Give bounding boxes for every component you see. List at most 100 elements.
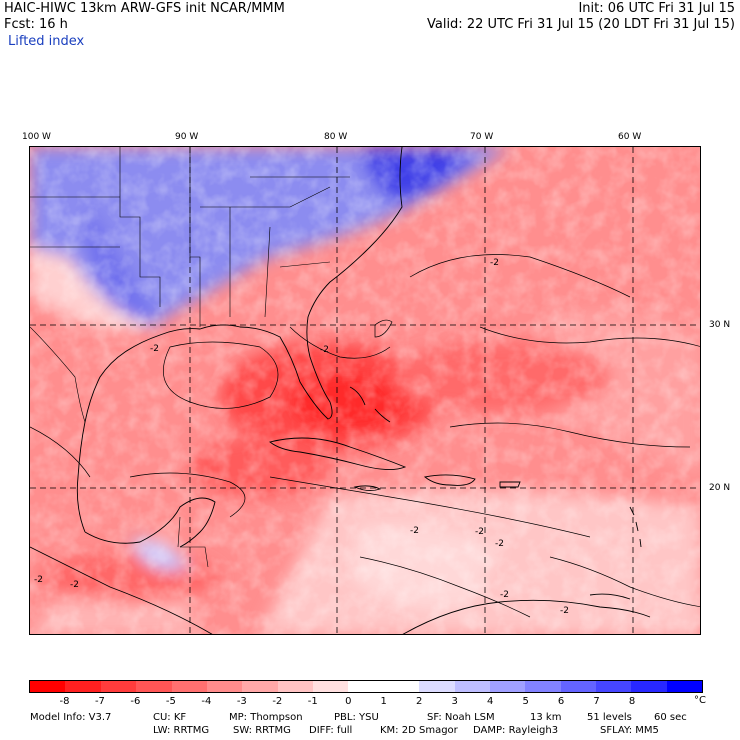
valid-time: Valid: 22 UTC Fri 31 Jul 15 (20 LDT Fri … — [426, 17, 735, 32]
footer-line2-item: LW: RRTMG — [153, 725, 210, 736]
colorbar-swatch — [489, 681, 526, 692]
footer-line1-item: 13 km — [530, 712, 562, 723]
colorbar-tick-label: -3 — [236, 696, 247, 707]
contour-4 — [269, 476, 591, 538]
coastline-us-east — [76, 147, 403, 533]
colorbar-swatch — [136, 681, 172, 692]
contour-label-5: -2 — [500, 590, 509, 600]
colorbar-tick-label: -2 — [272, 696, 283, 707]
init-time: Init: 06 UTC Fri 31 Jul 15 — [578, 1, 735, 16]
footer-line2-item: SW: RRTMG — [233, 725, 291, 736]
lon-label-100w: 100 W — [22, 132, 51, 142]
colorbar-unit: °C — [694, 695, 706, 706]
colorbar-tick-label: -8 — [59, 696, 70, 707]
colorbar-swatch — [419, 681, 455, 692]
footer-line2-item: DAMP: Rayleigh3 — [473, 725, 559, 736]
contour-3 — [449, 422, 691, 448]
colorbar-tick-label: 6 — [557, 696, 565, 707]
map-canvas: -2 -2 -2 -2 -2 -2 -2 -2 -2 -2 — [30, 147, 700, 634]
colorbar-swatch — [313, 681, 349, 692]
coastline-puerto-rico — [499, 481, 521, 488]
contour-7 — [549, 556, 700, 608]
coastline-south-america — [402, 599, 651, 634]
colorbar-tick-label: 1 — [380, 696, 387, 707]
colorbar-tick-label: -6 — [130, 696, 141, 707]
colorbar-swatch — [631, 681, 667, 692]
coastline-bahamas — [349, 386, 391, 423]
colorbar-tick-label: 3 — [451, 696, 458, 707]
contour-label-10: -2 — [410, 526, 419, 536]
lat-label-20n: 20 N — [709, 483, 731, 493]
colorbar-swatch — [525, 681, 561, 692]
colorbar-swatch — [560, 681, 596, 692]
colorbar-tick-label: -1 — [307, 696, 318, 707]
colorbar-swatch — [30, 681, 66, 692]
lifted-index-map: -2 -2 -2 -2 -2 -2 -2 -2 -2 -2 — [29, 146, 701, 635]
field-name: Lifted index — [8, 34, 85, 49]
colorbar-tick-label: 7 — [593, 696, 600, 707]
colorbar-tick-label: -7 — [94, 696, 105, 707]
contour-label-1: -2 — [490, 258, 499, 268]
colorbar-swatch — [100, 681, 137, 692]
border-central-america — [177, 516, 209, 568]
contour-label-3: -2 — [475, 527, 484, 537]
colorbar-swatch — [348, 681, 384, 692]
coastline-cuba — [269, 437, 407, 470]
footer-line1-item: PBL: YSU — [334, 712, 379, 723]
footer-line2-item: SFLAY: MM5 — [600, 725, 659, 736]
colorbar-swatch — [65, 681, 101, 692]
contour-lake — [374, 319, 393, 338]
colorbar-swatch — [383, 681, 420, 692]
contour-8 — [30, 426, 91, 478]
colorbar — [29, 680, 703, 693]
colorbar-swatch — [277, 681, 313, 692]
colorbar-swatch — [242, 681, 278, 692]
contour-2 — [409, 254, 631, 298]
footer-line2-item: DIFF: full — [309, 725, 353, 736]
footer-line1-item: SF: Noah LSM — [427, 712, 495, 723]
contour-label-2: -2 — [320, 345, 329, 355]
contour-label-9: -2 — [70, 580, 79, 590]
colorbar-tick-label: -5 — [165, 696, 176, 707]
contour-label-7: -2 — [150, 344, 159, 354]
colorbar-tick-label: 8 — [628, 696, 636, 707]
footer-line1-item: 51 levels — [587, 712, 632, 723]
coastline-antilles — [589, 506, 642, 600]
lon-label-70w: 70 W — [470, 132, 494, 142]
colorbar-tick-label: 0 — [345, 696, 352, 707]
contour-label-8: -2 — [34, 575, 43, 585]
footer-line1-item: 60 sec — [654, 712, 687, 723]
footer-line2-item: KM: 2D Smagor — [380, 725, 458, 736]
colorbar-tick-label: 2 — [416, 696, 423, 707]
state-borders — [30, 147, 350, 327]
coastline-jamaica — [353, 485, 382, 492]
contour-6 — [359, 556, 531, 618]
contour-9 — [289, 326, 391, 359]
footer-line1-item: MP: Thompson — [229, 712, 303, 723]
contour-label-6: -2 — [560, 606, 569, 616]
colorbar-tick-label: 5 — [522, 696, 529, 707]
coastline-central-america — [30, 546, 213, 634]
lat-label-30n: 30 N — [709, 320, 731, 330]
colorbar-swatch — [171, 681, 207, 692]
footer-line1-item: Model Info: V3.7 — [30, 712, 112, 723]
coastline-mexico-yucatan — [84, 497, 216, 548]
border-us-mexico — [30, 326, 86, 423]
colorbar-tick-label: -4 — [201, 696, 212, 707]
contour-label-4: -2 — [495, 539, 504, 549]
field-texture — [30, 147, 700, 634]
footer-line1-item: CU: KF — [153, 712, 187, 723]
colorbar-swatch — [596, 681, 632, 692]
coastline-hispaniola — [423, 474, 476, 486]
colorbar-swatch — [206, 681, 243, 692]
lon-label-60w: 60 W — [618, 132, 642, 142]
contour-1 — [162, 341, 279, 409]
colorbar-tick-label: 4 — [486, 696, 494, 707]
contour-10 — [479, 326, 700, 347]
forecast-hour: Fcst: 16 h — [4, 17, 68, 32]
colorbar-swatch — [454, 681, 490, 692]
contour-5 — [129, 472, 246, 518]
lon-label-80w: 80 W — [324, 132, 348, 142]
lon-label-90w: 90 W — [175, 132, 199, 142]
colorbar-swatch — [666, 681, 703, 692]
